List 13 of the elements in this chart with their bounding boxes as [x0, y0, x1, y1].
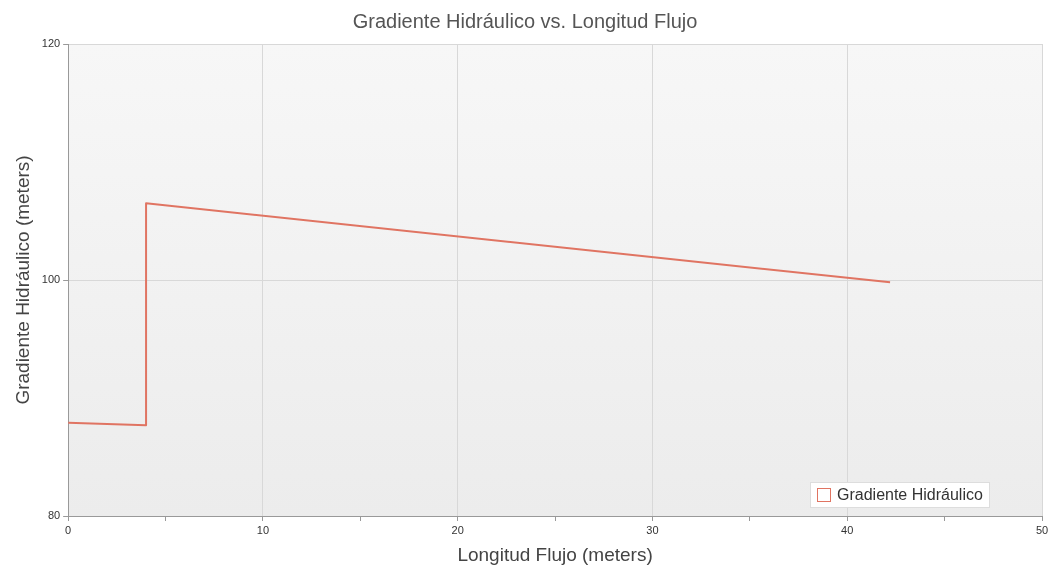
y-axis-title: Gradiente Hidráulico (meters) — [11, 155, 33, 405]
x-tick-label: 40 — [841, 523, 854, 536]
y-tick-label: 100 — [41, 273, 61, 286]
y-tick-label: 80 — [47, 509, 61, 522]
x-tick-label: 30 — [646, 523, 659, 536]
x-tick-label: 20 — [451, 523, 464, 536]
x-axis-title: Longitud Flujo (meters) — [457, 543, 653, 565]
legend-label: Gradiente Hidráulico — [837, 486, 983, 504]
x-tick-label: 50 — [1035, 523, 1049, 536]
y-tick-label: 120 — [41, 37, 61, 50]
chart-title: Gradiente Hidráulico vs. Longitud Flujo — [352, 9, 698, 32]
x-tick-label: 10 — [256, 523, 270, 536]
x-tick-label: 0 — [65, 523, 72, 536]
